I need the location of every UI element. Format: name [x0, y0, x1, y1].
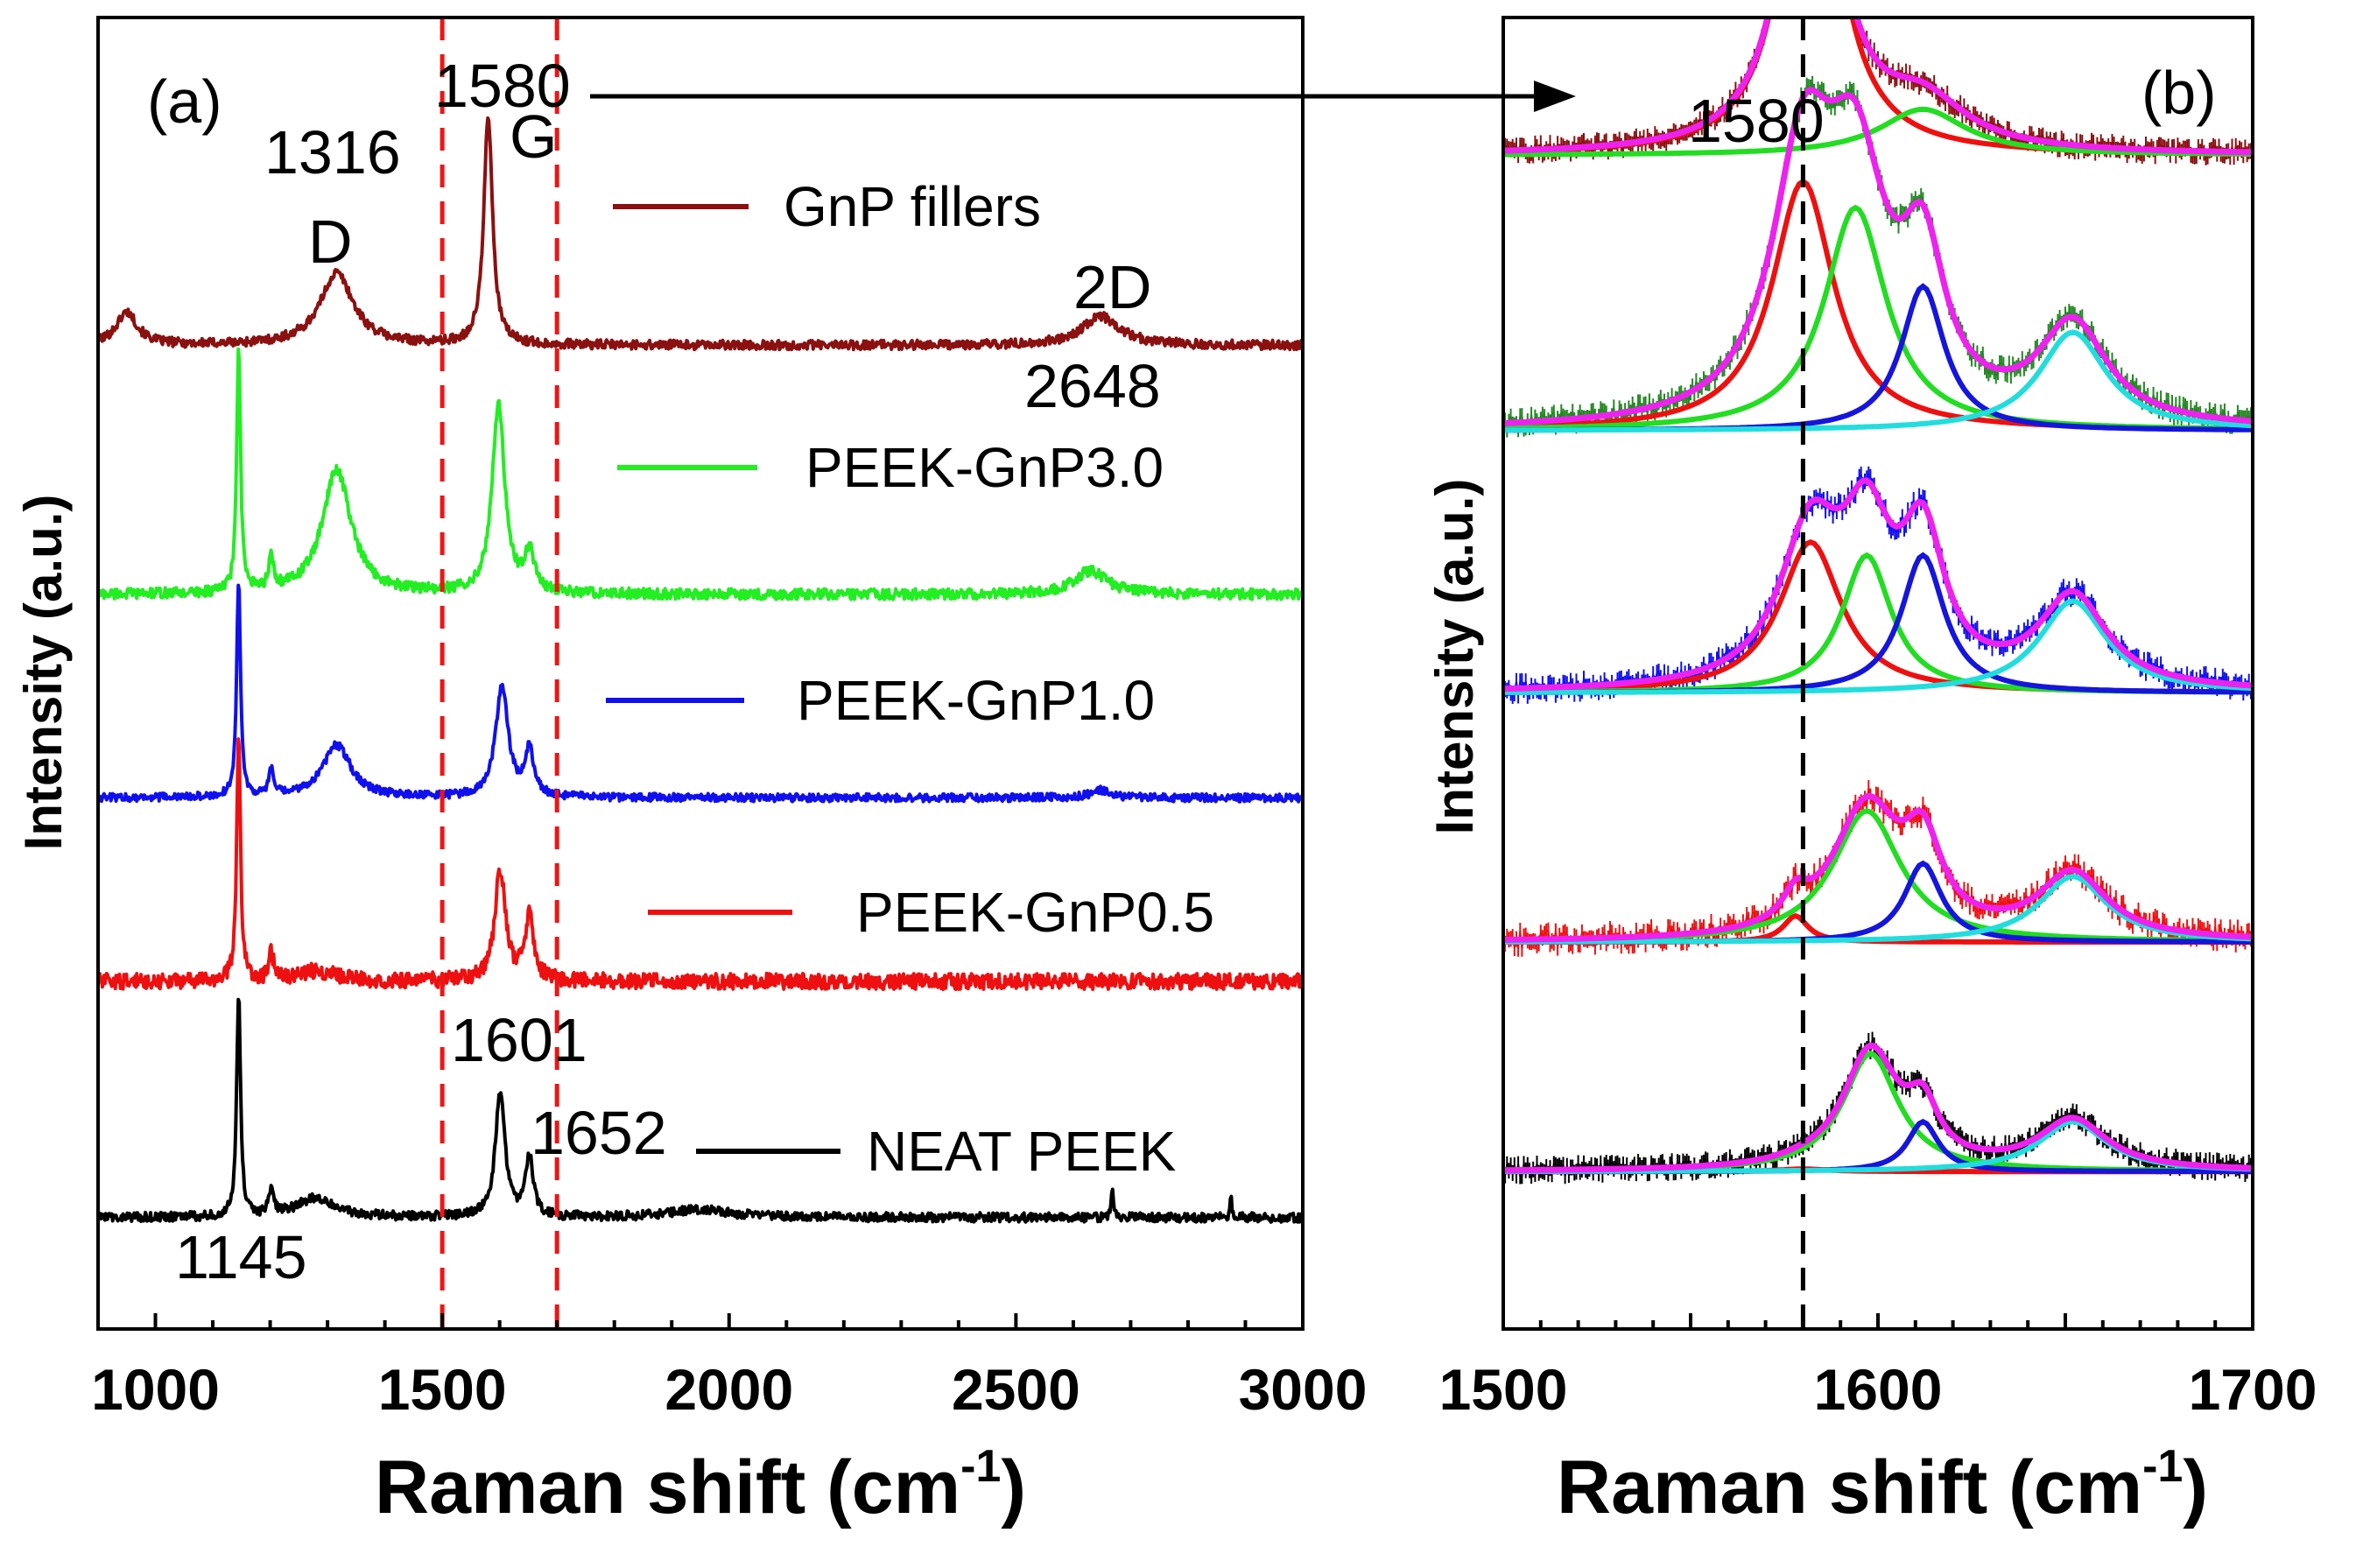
series-peek-gnp3-0	[98, 347, 1303, 601]
annotation-1580: 1580	[434, 52, 571, 120]
fit-1652-peek-gnp0-5	[1503, 874, 2253, 945]
panel-b-group-peek-gnp0-5	[1503, 780, 2253, 957]
x-tick-label-b-1500: 1500	[1439, 1357, 1568, 1422]
annotation-2648: 2648	[1024, 352, 1161, 420]
panel-b-series	[1503, 18, 2253, 1185]
annotation-1145: 1145	[175, 1223, 307, 1291]
legend-label-neat-peek: NEAT PEEK	[867, 1120, 1176, 1183]
legend-label-peek-gnp05: PEEK-GnP0.5	[856, 881, 1214, 944]
data-errorbars-peek-gnp0-5	[1503, 780, 2253, 957]
annotation-d: D	[308, 207, 353, 276]
annotation-1316: 1316	[264, 118, 401, 186]
fit-1652-peek-gnp3-0	[1503, 329, 2253, 433]
panel-b-group-peek-gnp3-0	[1503, 75, 2253, 438]
fit-sum-neat-peek	[1503, 1042, 2253, 1174]
fit-sum-peek-gnp3-0	[1503, 86, 2253, 426]
panel-a-x-label: Raman shift (cm-1)	[375, 1441, 1026, 1529]
connector-arrow	[590, 81, 1576, 112]
fit-1652-peek-gnp1-0	[1503, 598, 2253, 695]
panel-a-y-label: Intensity (a.u.)	[14, 495, 73, 851]
x-tick-label-b-1600: 1600	[1814, 1357, 1943, 1422]
legend-label-peek-gnp1: PEEK-GnP1.0	[797, 669, 1155, 732]
panel-a: 1000 1500 2000 2500 3000 (a) GnP fillers PEE…	[14, 16, 1367, 1529]
fit-sum-peek-gnp1-0	[1503, 477, 2253, 693]
panel-a-x-ticks: 1000 1500 2000 2500 3000	[91, 1313, 1367, 1422]
panel-b-label: (b)	[2141, 59, 2217, 127]
panel-b-group-gnp-fillers	[1503, 18, 2253, 166]
fit-1612-peek-gnp3-0	[1503, 283, 2253, 433]
x-tick-label-b-1700: 1700	[2189, 1357, 2317, 1422]
annotation-1601: 1601	[451, 1006, 587, 1074]
panel-b-group-neat-peek	[1503, 1031, 2253, 1185]
x-tick-label-2000: 2000	[665, 1357, 793, 1422]
fit-sum-peek-gnp0-5	[1503, 792, 2253, 943]
x-tick-label-3000: 3000	[1239, 1357, 1368, 1422]
panel-a-annotations: 1580 G 1316 D 2D 2648 1601 1652 1145	[175, 52, 1161, 1291]
panel-b-x-label: Raman shift (cm-1)	[1557, 1441, 2208, 1529]
panel-b-group-peek-gnp1-0	[1503, 466, 2253, 704]
fit-sum-gnp-fillers	[1503, 18, 2253, 156]
annotation-1652: 1652	[531, 1099, 667, 1167]
panel-a-frame	[96, 16, 1305, 1331]
legend-label-peek-gnp3: PEEK-GnP3.0	[805, 436, 1164, 499]
series-peek-gnp0-5	[98, 737, 1303, 991]
x-tick-label-1000: 1000	[91, 1357, 220, 1422]
panel-b-y-label: Intensity (a.u.)	[1425, 479, 1484, 835]
panel-b: 1500 1600 1700 (b) 1580 Intensity (a.u.) R…	[1425, 16, 2317, 1529]
series-peek-gnp1-0	[98, 583, 1303, 804]
x-tick-label-1500: 1500	[378, 1357, 507, 1422]
panel-b-peak-label: 1580	[1688, 87, 1825, 155]
annotation-2d: 2D	[1073, 253, 1151, 321]
panel-a-series	[98, 116, 1303, 1224]
series-gnp-fillers	[98, 116, 1303, 352]
panel-a-label: (a)	[147, 67, 222, 136]
series-neat-peek	[98, 997, 1303, 1224]
panel-a-legend: GnP fillers PEEK-GnP3.0 PEEK-GnP1.0 PEEK…	[606, 175, 1214, 1183]
panel-b-x-ticks: 1500 1600 1700	[1439, 1313, 2317, 1422]
fit-1598-gnp-fillers	[1503, 106, 2253, 158]
x-tick-label-2500: 2500	[952, 1357, 1080, 1422]
annotation-g: G	[510, 102, 557, 171]
legend-label-gnp-fillers: GnP fillers	[784, 175, 1041, 238]
